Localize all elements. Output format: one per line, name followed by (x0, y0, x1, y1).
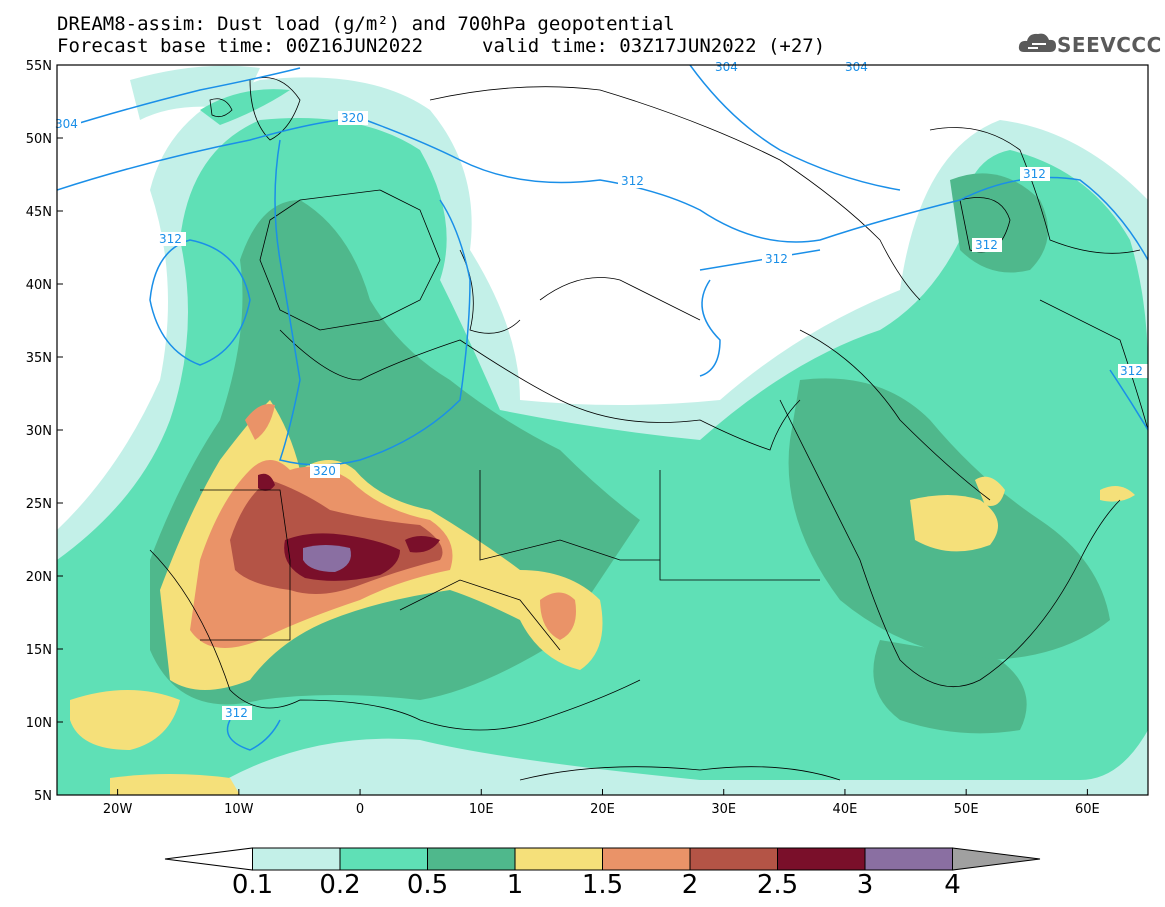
colorbar-segment (864, 847, 953, 871)
colorbar-segment (689, 847, 778, 871)
logo-text: SEEVCCC (1057, 33, 1162, 57)
lat-tick-label: 40N (26, 278, 52, 293)
svg-text:312: 312 (225, 706, 248, 720)
svg-text:312: 312 (1023, 167, 1046, 181)
colorbar-label: 1 (507, 870, 524, 900)
colorbar: 0.1 0.2 0.5 1 1.5 2 2.5 3 4 (164, 847, 1041, 900)
lat-tick-label: 10N (26, 716, 52, 731)
cloud-icon (1018, 33, 1056, 52)
lon-tick-label: 0 (356, 802, 364, 817)
colorbar-segment (427, 847, 516, 871)
svg-text:312: 312 (765, 252, 788, 266)
colorbar-label: 0.2 (319, 870, 360, 900)
lon-tick-label: 10E (469, 802, 494, 817)
longitude-ticks: 20W 10W 0 10E 20E 30E 40E 50E 60E (103, 789, 1100, 817)
svg-text:312: 312 (621, 174, 644, 188)
lon-tick-label: 20E (590, 802, 615, 817)
lon-tick-label: 20W (103, 802, 133, 817)
svg-text:304: 304 (715, 60, 738, 74)
svg-text:312: 312 (975, 238, 998, 252)
svg-text:304: 304 (55, 117, 78, 131)
lat-tick-label: 25N (26, 497, 52, 512)
lat-tick-label: 15N (26, 643, 52, 658)
colorbar-label: 3 (857, 870, 874, 900)
colorbar-segment (514, 847, 603, 871)
dust-field (57, 65, 1148, 795)
lon-tick-label: 50E (954, 802, 979, 817)
colorbar-label: 0.1 (232, 870, 273, 900)
lat-tick-label: 55N (26, 59, 52, 74)
colorbar-segment (252, 847, 341, 871)
lat-tick-label: 20N (26, 570, 52, 585)
forecast-base-time: Forecast base time: 00Z16JUN2022 (57, 35, 424, 57)
lon-tick-label: 60E (1075, 802, 1100, 817)
svg-text:312: 312 (1120, 364, 1143, 378)
lon-tick-label: 10W (224, 802, 254, 817)
colorbar-segment (602, 847, 691, 871)
svg-text:320: 320 (341, 111, 364, 125)
lat-tick-label: 35N (26, 351, 52, 366)
colorbar-segment (164, 847, 253, 871)
colorbar-segment (339, 847, 428, 871)
contour-labels: 304 320 312 312 320 312 312 312 312 304 … (53, 60, 1148, 720)
colorbar-label: 1.5 (582, 870, 623, 900)
valid-time: valid time: 03Z17JUN2022 (+27) (482, 35, 826, 57)
latitude-ticks: 55N 50N 45N 40N 35N 30N 25N 20N 15N 10N 5N (26, 59, 63, 804)
svg-text:312: 312 (159, 232, 182, 246)
map-title: DREAM8-assim: Dust load (g/m²) and 700hP… (57, 13, 675, 35)
colorbar-segment (952, 847, 1041, 871)
colorbar-label: 2.5 (757, 870, 798, 900)
svg-text:304: 304 (845, 60, 868, 74)
lat-tick-label: 5N (34, 789, 52, 804)
lat-tick-label: 30N (26, 424, 52, 439)
lon-tick-label: 40E (833, 802, 858, 817)
colorbar-label: 2 (682, 870, 699, 900)
lat-tick-label: 45N (26, 205, 52, 220)
lat-tick-label: 50N (26, 132, 52, 147)
colorbar-label: 4 (944, 870, 961, 900)
colorbar-segment (777, 847, 866, 871)
svg-text:320: 320 (313, 464, 336, 478)
lon-tick-label: 30E (711, 802, 736, 817)
colorbar-label: 0.5 (407, 870, 448, 900)
